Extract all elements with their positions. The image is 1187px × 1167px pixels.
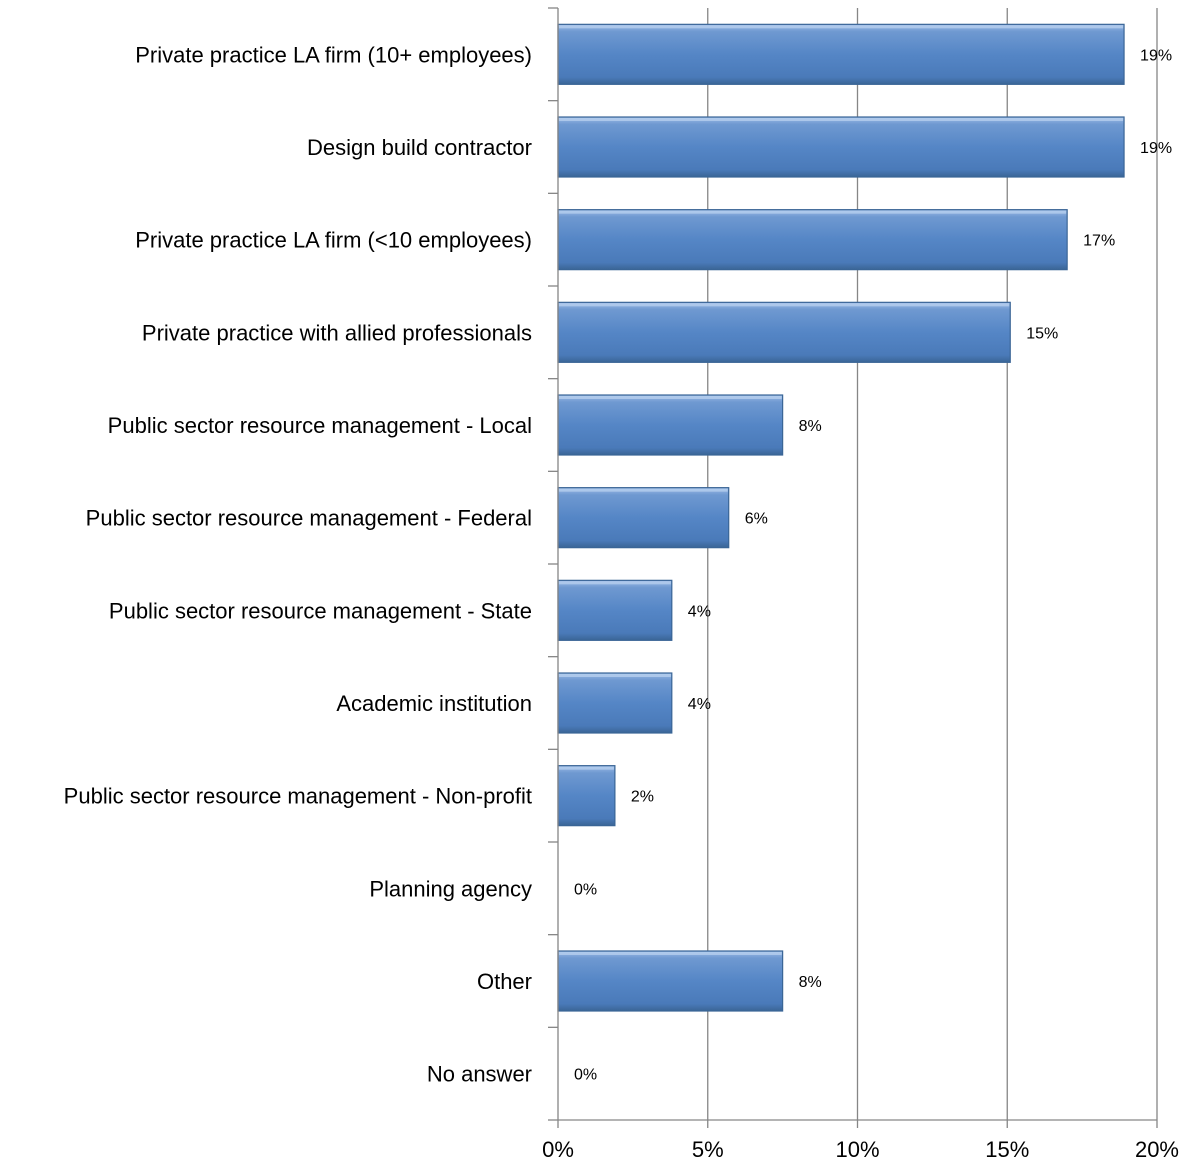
bar-5 — [557, 487, 730, 549]
category-label: Design build contractor — [307, 135, 532, 160]
bar-4 — [557, 394, 784, 456]
category-label: Other — [477, 969, 532, 994]
category-label: Academic institution — [336, 691, 532, 716]
category-label: Public sector resource management - Loca… — [108, 413, 532, 438]
bar-6 — [557, 579, 673, 641]
axes — [548, 7, 1158, 1128]
data-label: 4% — [688, 696, 711, 713]
data-label: 15% — [1026, 325, 1058, 342]
category-label: No answer — [427, 1062, 532, 1087]
data-label: 8% — [799, 974, 822, 991]
category-label: Public sector resource management - Non-… — [64, 784, 532, 809]
bar-highlight-4 — [559, 396, 782, 399]
x-tick-label: 15% — [985, 1137, 1029, 1162]
data-label: 19% — [1140, 140, 1172, 157]
category-labels: Private practice LA firm (10+ employees)… — [64, 42, 532, 1086]
x-tick-label: 20% — [1135, 1137, 1179, 1162]
bar-highlight-3 — [559, 303, 1010, 307]
data-label: 2% — [631, 789, 654, 806]
data-labels: 19% 19% 17% 15% 8% 6% 4% 4% 2% 0% 8% 0% — [574, 47, 1172, 1083]
data-label: 0% — [574, 1067, 597, 1084]
bar-1 — [557, 116, 1125, 178]
x-tick-labels: 0% 5% 10% 15% 20% — [542, 1137, 1179, 1162]
gridlines — [707, 8, 1158, 1120]
bar-8 — [557, 765, 616, 827]
bar-highlight-2 — [559, 210, 1067, 214]
category-label: Public sector resource management - Fede… — [86, 506, 532, 531]
x-tick-label: 5% — [692, 1137, 724, 1162]
bar-highlight-8 — [559, 766, 614, 770]
category-label: Private practice with allied professiona… — [142, 320, 532, 345]
data-label: 17% — [1083, 233, 1115, 250]
category-label: Private practice LA firm (10+ employees) — [135, 42, 532, 67]
bar-7 — [557, 672, 673, 734]
category-label: Public sector resource management - Stat… — [109, 598, 532, 623]
bar-highlight-5 — [559, 488, 728, 492]
bars — [557, 23, 1125, 1012]
data-label: 0% — [574, 881, 597, 898]
data-label: 4% — [688, 603, 711, 620]
bar-3 — [557, 301, 1011, 363]
bar-highlight-0 — [559, 25, 1124, 29]
bar-0 — [557, 23, 1125, 85]
category-label: Private practice LA firm (<10 employees) — [135, 228, 532, 253]
bar-10 — [557, 950, 784, 1012]
bar-highlight-6 — [559, 581, 671, 585]
bar-highlight-7 — [559, 674, 671, 677]
bar-highlight-10 — [559, 952, 782, 955]
bar-highlight-1 — [559, 118, 1124, 121]
x-tick-label: 0% — [542, 1137, 574, 1162]
bar-2 — [557, 209, 1068, 271]
data-label: 19% — [1140, 47, 1172, 64]
data-label: 6% — [745, 511, 768, 528]
data-label: 8% — [799, 418, 822, 435]
category-label: Planning agency — [369, 876, 532, 901]
x-tick-label: 10% — [835, 1137, 879, 1162]
